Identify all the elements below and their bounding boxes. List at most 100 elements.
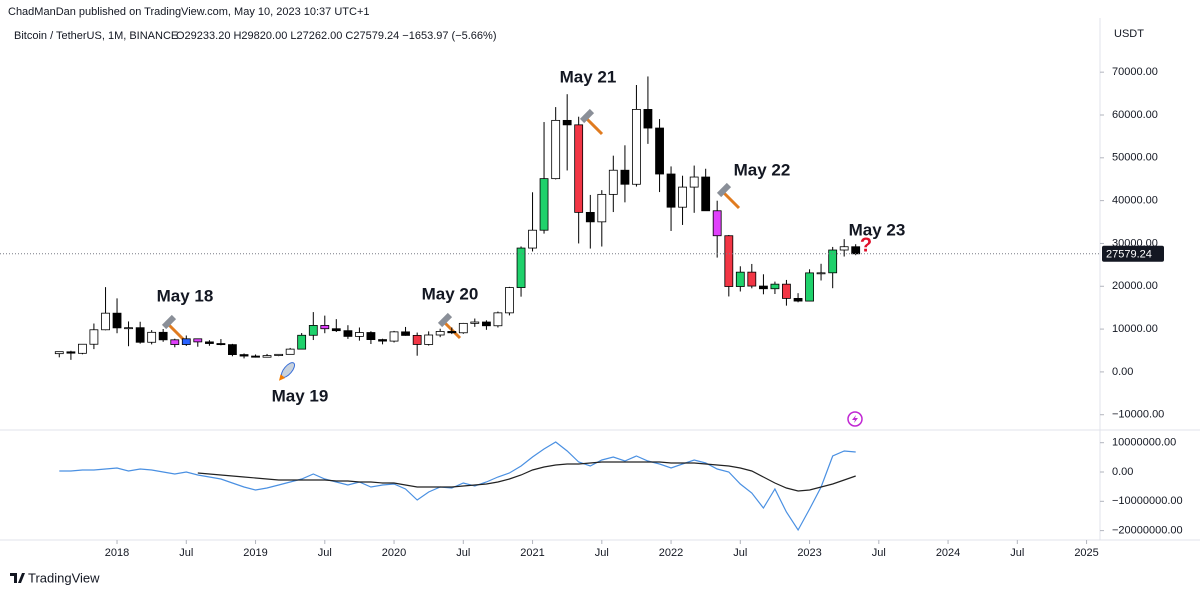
candle-body (447, 331, 457, 334)
candle-body (424, 334, 434, 345)
candle-body (274, 353, 284, 356)
candle-body (620, 169, 630, 185)
candle-body (539, 178, 549, 231)
x-tick-label: 2019 (243, 547, 267, 559)
candle-body (608, 169, 618, 195)
candle-body (770, 283, 780, 290)
hammer-icon (161, 314, 186, 342)
x-tick-label: Jul (179, 547, 193, 559)
hammer-icon (716, 182, 741, 210)
x-tick-label: 2024 (936, 547, 960, 559)
candle-body (470, 321, 480, 324)
candle-body (828, 249, 838, 274)
candle-body (181, 338, 191, 345)
candle-body (724, 235, 734, 287)
y-tick-label: 20000.00 (1112, 280, 1158, 292)
y-tick-label: −10000000.00 (1112, 495, 1183, 507)
candle-body (851, 246, 861, 255)
candle-body (66, 351, 76, 354)
x-tick-label: Jul (733, 547, 747, 559)
last-price-tag (1102, 245, 1164, 262)
candle-body (285, 348, 295, 355)
x-tick-label: Jul (318, 547, 332, 559)
x-tick-label: 2018 (105, 547, 129, 559)
brand: TradingView (28, 570, 100, 585)
rocket-icon (279, 362, 296, 381)
x-tick-label: Jul (1010, 547, 1024, 559)
y-tick-label: −20000000.00 (1112, 525, 1183, 537)
candle-body (308, 325, 318, 336)
x-tick-label: Jul (872, 547, 886, 559)
candle-body (689, 176, 699, 188)
last-price-label: 27579.24 (1106, 249, 1152, 261)
candle-body (320, 325, 330, 330)
y-tick-label: 70000.00 (1112, 66, 1158, 78)
candle-body (805, 272, 814, 302)
candle-body (516, 247, 526, 288)
candle-body (712, 210, 722, 237)
candle-body (124, 327, 133, 330)
candle-body (678, 186, 687, 208)
candle-body (54, 351, 64, 355)
y-tick-label: 40000.00 (1112, 195, 1158, 207)
candle-body (216, 343, 226, 346)
ohlc: O29233.20 H29820.00 L27262.00 C27579.24 … (176, 30, 497, 42)
candle-body (816, 272, 826, 275)
candle-body (435, 331, 445, 336)
publisher: ChadManDan published on TradingView.com,… (8, 6, 370, 18)
annotation: May 22 (734, 160, 791, 179)
candle-body (655, 127, 664, 175)
annotation: May 20 (422, 284, 479, 303)
y-tick-label: −10000.00 (1112, 409, 1164, 421)
x-tick-label: 2022 (659, 547, 683, 559)
candle-body (366, 332, 376, 340)
candle-body (493, 312, 503, 327)
candle-body (505, 287, 514, 314)
candle-body (112, 312, 122, 329)
annotation: May 18 (157, 286, 214, 305)
candle-body (193, 338, 203, 343)
y-tick-label: 0.00 (1112, 466, 1133, 478)
candle-body (793, 298, 803, 302)
candle-body (331, 328, 341, 332)
x-tick-label: 2023 (797, 547, 821, 559)
candle-body (78, 343, 87, 354)
candle-body (458, 322, 468, 334)
brand-logo (10, 573, 25, 583)
annotation: ? (860, 234, 872, 256)
candle-body (401, 331, 410, 336)
candle-body (482, 321, 491, 327)
x-tick-label: 2021 (520, 547, 544, 559)
candle-body (597, 193, 607, 223)
y-unit: USDT (1114, 28, 1144, 40)
candle-body (759, 285, 768, 290)
annotation: May 19 (272, 386, 329, 405)
candle-body (747, 271, 757, 287)
candle-body (158, 331, 168, 341)
x-tick-label: 2020 (382, 547, 406, 559)
x-tick-label: Jul (595, 547, 609, 559)
indicator-line (59, 441, 856, 532)
candle-body (735, 271, 745, 287)
y-tick-label: 60000.00 (1112, 109, 1158, 121)
candle-body (389, 331, 399, 342)
x-tick-label: Jul (456, 547, 470, 559)
candle-body (839, 246, 849, 251)
candle-body (228, 344, 237, 356)
candle-body (135, 327, 145, 343)
y-tick-label: 0.00 (1112, 366, 1133, 378)
candle-body (297, 334, 307, 350)
annotation: May 23 (849, 220, 906, 239)
annotation: May 21 (560, 67, 617, 86)
candle-body (343, 330, 353, 337)
y-tick-label: 50000.00 (1112, 152, 1158, 164)
x-tick-label: 2025 (1074, 547, 1098, 559)
candle-body (239, 354, 249, 357)
candle-body (355, 332, 364, 337)
candle-body (585, 211, 595, 223)
candle-body (378, 339, 387, 342)
candle-body (205, 341, 214, 344)
candle-body (262, 355, 272, 358)
